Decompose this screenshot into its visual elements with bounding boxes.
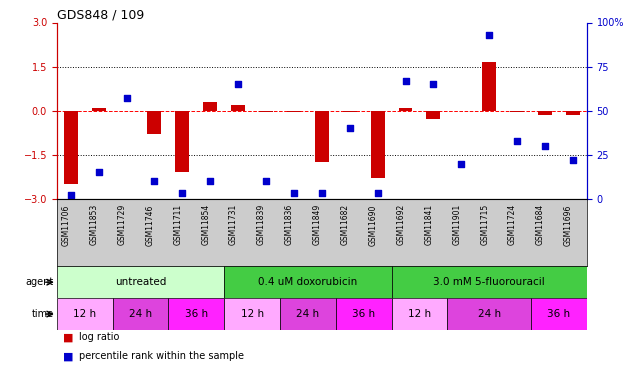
- Bar: [343, 111, 357, 112]
- Point: [428, 81, 439, 87]
- Text: GSM11684: GSM11684: [536, 204, 545, 245]
- Bar: [168, 298, 224, 330]
- Text: GSM11841: GSM11841: [425, 204, 433, 245]
- Text: GSM11746: GSM11746: [145, 204, 155, 246]
- Text: GSM11690: GSM11690: [369, 204, 377, 246]
- Point: [568, 157, 578, 163]
- Text: GSM11839: GSM11839: [257, 204, 266, 245]
- Text: GSM11715: GSM11715: [480, 204, 489, 245]
- Point: [401, 78, 411, 84]
- Point: [484, 32, 494, 38]
- Text: GSM11849: GSM11849: [313, 204, 322, 245]
- Bar: [259, 111, 273, 112]
- Text: 36 h: 36 h: [185, 309, 208, 319]
- Point: [177, 190, 187, 196]
- Text: time: time: [32, 309, 54, 319]
- Text: 36 h: 36 h: [352, 309, 375, 319]
- Point: [150, 178, 160, 184]
- Bar: [392, 298, 447, 330]
- Text: 24 h: 24 h: [129, 309, 152, 319]
- Bar: [57, 298, 112, 330]
- Text: GSM11724: GSM11724: [508, 204, 517, 245]
- Bar: [370, 111, 384, 178]
- Bar: [538, 111, 552, 115]
- Bar: [427, 111, 440, 119]
- Text: 12 h: 12 h: [240, 309, 264, 319]
- Point: [512, 138, 522, 144]
- Text: 36 h: 36 h: [547, 309, 570, 319]
- Bar: [482, 62, 496, 111]
- Bar: [392, 266, 587, 298]
- Point: [261, 178, 271, 184]
- Text: 24 h: 24 h: [297, 309, 319, 319]
- Bar: [447, 298, 531, 330]
- Text: 12 h: 12 h: [408, 309, 431, 319]
- Text: GSM11729: GSM11729: [117, 204, 127, 245]
- Bar: [399, 108, 413, 111]
- Text: untreated: untreated: [115, 277, 166, 287]
- Bar: [224, 266, 392, 298]
- Bar: [57, 266, 224, 298]
- Text: GSM11854: GSM11854: [201, 204, 210, 245]
- Text: 0.4 uM doxorubicin: 0.4 uM doxorubicin: [258, 277, 358, 287]
- Point: [233, 81, 243, 87]
- Bar: [175, 111, 189, 172]
- Bar: [224, 298, 280, 330]
- Bar: [287, 111, 301, 112]
- Text: GSM11731: GSM11731: [229, 204, 238, 245]
- Text: GSM11696: GSM11696: [564, 204, 573, 246]
- Text: GDS848 / 109: GDS848 / 109: [57, 8, 144, 21]
- Text: GSM11711: GSM11711: [174, 204, 182, 245]
- Text: GSM11682: GSM11682: [341, 204, 350, 245]
- Point: [345, 125, 355, 131]
- Point: [289, 190, 299, 196]
- Bar: [566, 111, 580, 115]
- Bar: [531, 298, 587, 330]
- Text: GSM11692: GSM11692: [396, 204, 406, 245]
- Text: GSM11853: GSM11853: [90, 204, 98, 245]
- Bar: [203, 102, 217, 111]
- Bar: [64, 111, 78, 184]
- Text: ■: ■: [63, 333, 74, 342]
- Text: percentile rank within the sample: percentile rank within the sample: [79, 351, 244, 361]
- Point: [456, 160, 466, 166]
- Text: GSM11706: GSM11706: [62, 204, 71, 246]
- Text: 3.0 mM 5-fluorouracil: 3.0 mM 5-fluorouracil: [433, 277, 545, 287]
- Point: [317, 190, 327, 196]
- Text: 12 h: 12 h: [73, 309, 97, 319]
- Point: [122, 95, 132, 101]
- Text: agent: agent: [26, 277, 54, 287]
- Text: GSM11836: GSM11836: [285, 204, 294, 245]
- Bar: [336, 298, 392, 330]
- Point: [372, 190, 382, 196]
- Point: [66, 192, 76, 198]
- Bar: [231, 105, 245, 111]
- Text: log ratio: log ratio: [79, 333, 119, 342]
- Bar: [91, 108, 105, 111]
- Point: [205, 178, 215, 184]
- Text: ■: ■: [63, 351, 74, 361]
- Bar: [280, 298, 336, 330]
- Bar: [315, 111, 329, 162]
- Text: GSM11901: GSM11901: [452, 204, 461, 245]
- Text: 24 h: 24 h: [478, 309, 501, 319]
- Bar: [510, 111, 524, 112]
- Bar: [148, 111, 162, 134]
- Point: [93, 170, 103, 176]
- Bar: [112, 298, 168, 330]
- Point: [540, 143, 550, 149]
